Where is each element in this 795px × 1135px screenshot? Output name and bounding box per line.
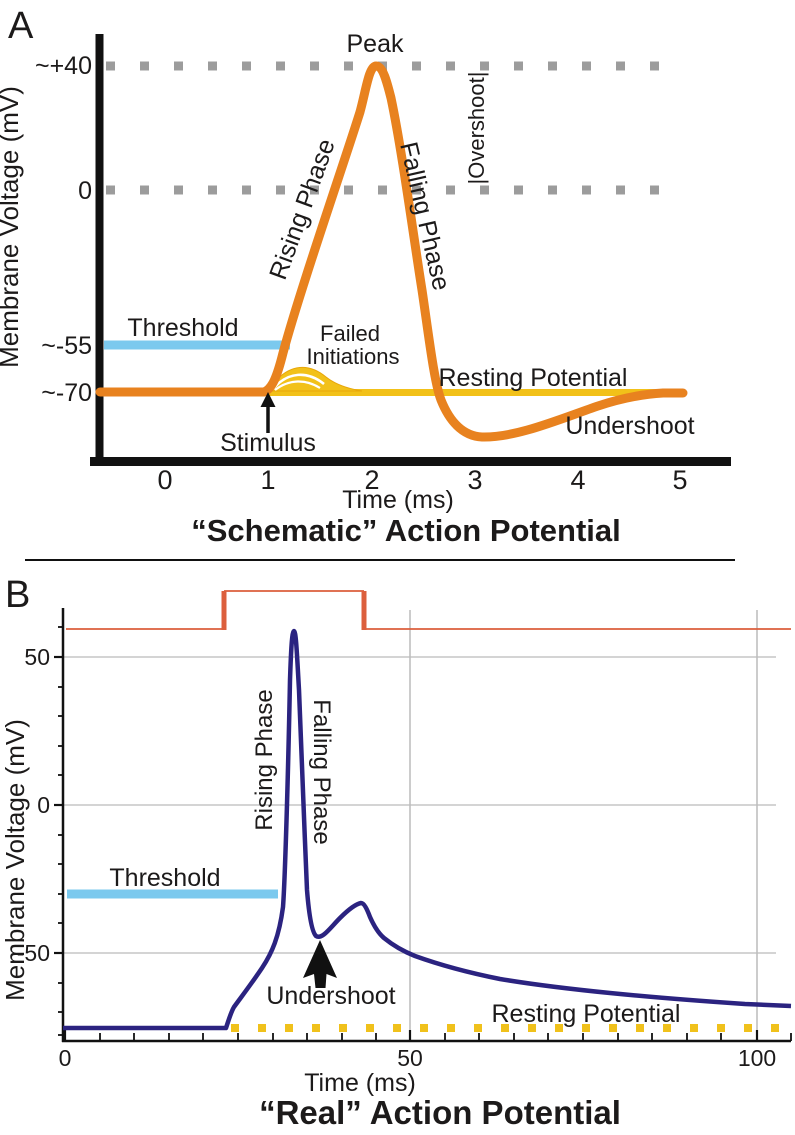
x-axis-title-b: Time (ms) [304, 1069, 416, 1097]
failed-initiation-arc-2 [274, 380, 321, 391]
panel-a-y-axis-title: Membrane Voltage (mV) [0, 86, 24, 368]
ytick-b-neg50: -50 [17, 940, 50, 966]
ytick-minus70: ~-70 [41, 379, 92, 407]
xtick-a-4: 4 [570, 465, 585, 495]
stimulus-pulse-horizontal [66, 590, 791, 630]
failed-initiations-label-1: Failed [320, 321, 380, 346]
stimulus-arrow-head [260, 392, 276, 407]
panel-a-svg: A Membrane Voltage (mV) ~+40 0 ~-55 ~-70… [0, 5, 731, 548]
falling-phase-label: Falling Phase [394, 139, 455, 293]
undershoot-label-a: Undershoot [565, 412, 694, 440]
panel-b-y-axis-title: Membrane Voltage (mV) [0, 719, 30, 1001]
falling-phase-label-b: Falling Phase [308, 699, 335, 844]
xtick-b-0: 0 [59, 1045, 72, 1071]
xtick-a-2: 2 [364, 465, 379, 495]
overshoot-label: |Overshoot| [464, 72, 489, 185]
ytick-b-50: 50 [24, 644, 50, 670]
resting-potential-label-b: Resting Potential [491, 1000, 680, 1028]
y-minor-ticks [58, 626, 63, 1036]
threshold-label-b: Threshold [109, 864, 220, 892]
undershoot-arrow [303, 940, 337, 988]
failed-initiations-label-2: Initiations [307, 344, 400, 369]
threshold-label-a: Threshold [127, 314, 238, 342]
stimulus-label: Stimulus [220, 429, 316, 457]
xtick-a-1: 1 [260, 465, 275, 495]
rising-phase-label-b: Rising Phase [251, 689, 278, 830]
panel-b-title: “Real” Action Potential [259, 1094, 621, 1130]
schematic-action-potential-curve [95, 61, 688, 442]
schematic-action-potential-panel: A Membrane Voltage (mV) ~+40 0 ~-55 ~-70… [0, 0, 795, 565]
panel-b-svg: B Membrane Voltage (mV) 50 0 -50 Rising … [0, 574, 793, 1131]
ytick-zero: 0 [78, 177, 92, 205]
xtick-a-3: 3 [467, 465, 482, 495]
panel-b-label: B [5, 574, 30, 616]
xtick-a-5: 5 [672, 465, 687, 495]
undershoot-label-b: Undershoot [266, 982, 395, 1010]
x-minor-ticks [99, 1033, 792, 1041]
ytick-plus40: ~+40 [35, 52, 92, 80]
xtick-a-0: 0 [157, 465, 172, 495]
x-axis-title-a: Time (ms) [342, 486, 454, 514]
panel-a-title: “Schematic” Action Potential [191, 513, 621, 548]
real-action-potential-panel: B Membrane Voltage (mV) 50 0 -50 Rising … [0, 560, 795, 1135]
xtick-b-100: 100 [738, 1045, 776, 1071]
peak-label: Peak [347, 30, 404, 58]
panel-a-label: A [8, 5, 34, 47]
real-action-potential-trace [63, 628, 792, 1031]
ytick-minus55: ~-55 [41, 332, 92, 360]
failed-initiation-arc-1 [272, 373, 325, 390]
ytick-b-0: 0 [37, 792, 50, 818]
resting-potential-label-a: Resting Potential [438, 364, 627, 392]
panel-divider-line [25, 559, 735, 561]
xtick-b-50: 50 [397, 1045, 423, 1071]
